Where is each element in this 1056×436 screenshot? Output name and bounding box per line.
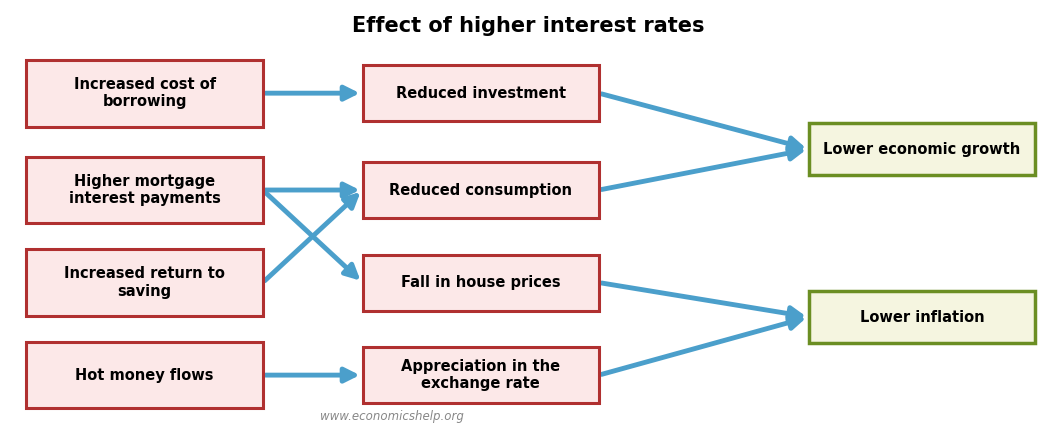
FancyBboxPatch shape [26,342,263,409]
FancyBboxPatch shape [362,255,599,310]
FancyBboxPatch shape [809,123,1035,175]
Text: Reduced consumption: Reduced consumption [390,183,572,198]
Text: Increased return to
saving: Increased return to saving [64,266,225,299]
Text: Fall in house prices: Fall in house prices [401,275,561,290]
Text: Lower inflation: Lower inflation [860,310,984,324]
Text: Reduced investment: Reduced investment [396,85,566,101]
FancyBboxPatch shape [809,291,1035,343]
FancyBboxPatch shape [362,65,599,121]
Text: Appreciation in the
exchange rate: Appreciation in the exchange rate [401,359,561,392]
Text: Higher mortgage
interest payments: Higher mortgage interest payments [69,174,221,206]
Text: Effect of higher interest rates: Effect of higher interest rates [352,17,704,37]
FancyBboxPatch shape [26,249,263,316]
Text: Increased cost of
borrowing: Increased cost of borrowing [74,77,215,109]
FancyBboxPatch shape [362,347,599,403]
Text: Lower economic growth: Lower economic growth [824,142,1020,157]
FancyBboxPatch shape [362,162,599,218]
Text: Hot money flows: Hot money flows [75,368,213,383]
FancyBboxPatch shape [26,60,263,126]
FancyBboxPatch shape [26,157,263,223]
Text: www.economicshelp.org: www.economicshelp.org [320,410,464,423]
